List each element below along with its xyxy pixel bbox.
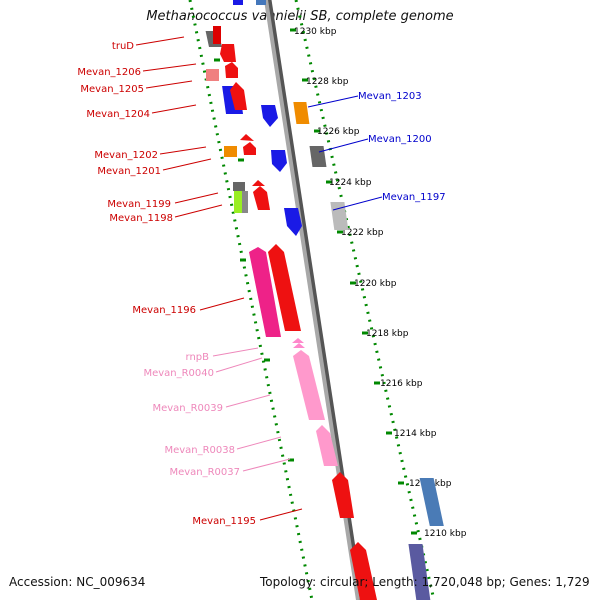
- leader-line: [145, 80, 193, 89]
- tick-label: 1216 kbp: [380, 379, 423, 389]
- gene-label[interactable]: rnpB: [186, 352, 210, 363]
- gene-arrow[interactable]: [249, 247, 281, 337]
- tick-label: 1222 kbp: [341, 228, 384, 238]
- gene-arrow[interactable]: [332, 472, 354, 518]
- gene-block[interactable]: [206, 69, 219, 81]
- summary-text: Topology: circular; Length: 1,720,048 bp…: [260, 575, 590, 589]
- leader-line: [242, 458, 291, 472]
- gene-label[interactable]: truD: [112, 41, 134, 52]
- gene-arrow[interactable]: [293, 343, 305, 348]
- gene-arrow[interactable]: [292, 338, 304, 343]
- gene-block[interactable]: [224, 146, 237, 157]
- label-leaders: [135, 36, 383, 521]
- tick-label: 1228 kbp: [306, 77, 349, 87]
- gene-block[interactable]: [233, 182, 245, 191]
- gene-block[interactable]: [309, 146, 327, 167]
- leader-line: [332, 196, 383, 211]
- leader-line: [236, 436, 282, 450]
- gene-label[interactable]: Mevan_1198: [109, 213, 173, 224]
- leader-line: [135, 36, 185, 46]
- gene-block[interactable]: [233, 0, 243, 5]
- gene-arrow[interactable]: [243, 142, 256, 155]
- gene-block[interactable]: [419, 478, 444, 526]
- gene-label[interactable]: Mevan_R0039: [152, 403, 223, 414]
- leader-line: [212, 347, 259, 357]
- gene-label[interactable]: Mevan_1199: [107, 199, 171, 210]
- gene-arrow[interactable]: [230, 82, 247, 110]
- gene-arrow[interactable]: [284, 208, 302, 236]
- tick-labels: 1230 kbp 1228 kbp 1226 kbp 1224 kbp 1222…: [294, 27, 467, 539]
- tick-label: 1210 kbp: [424, 529, 467, 539]
- leader-line: [225, 394, 271, 408]
- gene-arrow[interactable]: [220, 44, 236, 62]
- gene-label[interactable]: Mevan_1196: [132, 305, 196, 316]
- leader-line: [307, 95, 359, 108]
- tick-label: 1220 kbp: [354, 279, 397, 289]
- gene-block[interactable]: [408, 544, 431, 600]
- gene-labels: truD Mevan_1206 Mevan_1205 Mevan_1204 Me…: [77, 41, 445, 527]
- gene-label[interactable]: Mevan_1195: [192, 516, 256, 527]
- leader-line: [142, 63, 197, 72]
- gene-label[interactable]: Mevan_R0038: [164, 445, 235, 456]
- leader-line: [259, 508, 303, 521]
- gene-arrow[interactable]: [271, 150, 287, 172]
- dotted-tracks: [188, 0, 436, 600]
- gene-block[interactable]: [242, 191, 248, 213]
- gene-label[interactable]: Mevan_1200: [368, 134, 432, 145]
- gene-arrow[interactable]: [316, 425, 338, 466]
- gene-arrow[interactable]: [350, 542, 377, 600]
- gene-arrow[interactable]: [261, 105, 278, 127]
- gene-arrow[interactable]: [252, 180, 265, 186]
- gene-label[interactable]: Mevan_1204: [86, 109, 150, 120]
- gene-label[interactable]: Mevan_1205: [80, 84, 144, 95]
- tick-label: 1224 kbp: [329, 178, 372, 188]
- gene-arrow[interactable]: [293, 350, 325, 420]
- gene-label[interactable]: Mevan_R0040: [143, 368, 214, 379]
- leader-line: [215, 357, 263, 373]
- gene-arrow[interactable]: [253, 186, 270, 210]
- leader-line: [199, 297, 245, 311]
- accession-text: Accession: NC_009634: [9, 575, 146, 589]
- tick-label: 1226 kbp: [317, 127, 360, 137]
- leader-line: [174, 192, 219, 204]
- leader-line: [159, 146, 207, 155]
- leader-line: [151, 104, 197, 114]
- tick-label: 1218 kbp: [366, 329, 409, 339]
- gene-block[interactable]: [213, 26, 221, 44]
- gene-label[interactable]: Mevan_R0037: [169, 467, 240, 478]
- gene-features: [205, 0, 444, 600]
- gene-block[interactable]: [256, 0, 266, 5]
- gene-label[interactable]: Mevan_1203: [358, 91, 422, 102]
- gene-arrow[interactable]: [225, 62, 238, 78]
- leader-line: [174, 204, 223, 218]
- gene-label[interactable]: Mevan_1202: [94, 150, 158, 161]
- gene-label[interactable]: Mevan_1201: [97, 166, 161, 177]
- gene-arrow[interactable]: [240, 134, 254, 141]
- gene-arrow[interactable]: [268, 244, 301, 331]
- gene-block[interactable]: [293, 102, 310, 124]
- leader-line: [318, 138, 369, 153]
- leader-line: [162, 158, 212, 171]
- gene-label[interactable]: Mevan_1206: [77, 67, 141, 78]
- gene-label[interactable]: Mevan_1197: [382, 192, 446, 203]
- right-outer-track: [294, 0, 436, 600]
- tick-label: 1230 kbp: [294, 27, 337, 37]
- tick-label: 1214 kbp: [394, 429, 437, 439]
